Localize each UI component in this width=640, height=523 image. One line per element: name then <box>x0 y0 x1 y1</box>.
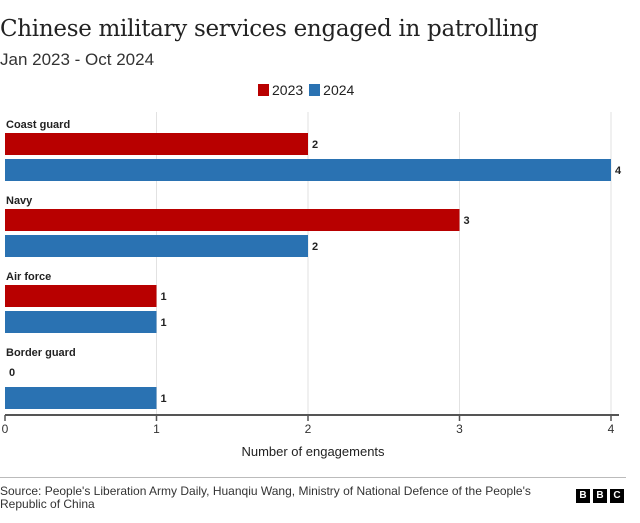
x-tick-label: 2 <box>305 422 312 436</box>
legend-label: 2023 <box>272 82 304 98</box>
bar-2024 <box>5 311 157 333</box>
chart-subtitle: Jan 2023 - Oct 2024 <box>0 50 155 69</box>
legend-item-2024: 2024 <box>309 82 354 98</box>
x-tick-label: 1 <box>153 422 160 436</box>
legend: 2023 2024 <box>258 82 354 98</box>
data-label: 1 <box>161 393 167 405</box>
data-label: 4 <box>615 165 622 177</box>
legend-swatch-2023 <box>258 84 269 96</box>
data-label: 3 <box>464 215 470 227</box>
category-label: Coast guard <box>6 119 70 131</box>
chart-title: Chinese military services engaged in pat… <box>0 16 539 42</box>
legend-swatch-2024 <box>309 84 321 96</box>
x-tick-label: 4 <box>608 422 615 436</box>
data-label: 1 <box>161 291 167 303</box>
footer-divider <box>0 477 626 478</box>
data-label: 2 <box>312 139 318 151</box>
category-label: Navy <box>6 195 33 207</box>
data-label: 1 <box>161 317 167 329</box>
legend-label: 2024 <box>323 82 355 98</box>
x-tick-label: 3 <box>456 422 463 436</box>
bar-2023 <box>5 209 460 231</box>
bar-2023 <box>5 133 308 155</box>
data-label: 0 <box>9 367 15 379</box>
x-tick-label: 0 <box>2 422 9 436</box>
bar-2024 <box>5 387 157 409</box>
x-axis-title: Number of engagements <box>241 444 385 459</box>
bar-2023 <box>5 285 157 307</box>
bar-2024 <box>5 235 308 257</box>
source-note: Source: People's Liberation Army Daily, … <box>0 484 531 511</box>
bar-2024 <box>5 159 611 181</box>
plot-area: 0 1 2 3 4 Coast guard 2 4 Navy 3 2 Air force 1 1 Borde… <box>2 112 622 436</box>
data-label: 2 <box>312 241 318 253</box>
category-label: Air force <box>6 271 51 283</box>
category-label: Border guard <box>6 347 76 359</box>
legend-item-2023: 2023 <box>258 82 303 98</box>
